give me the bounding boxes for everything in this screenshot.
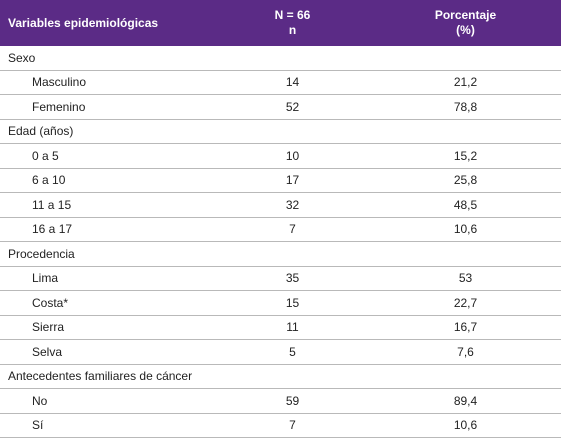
item-percent: 16,7 bbox=[370, 315, 561, 340]
header-cell: Porcentaje (%) bbox=[370, 0, 561, 46]
item-row: Costa* 15 22,7 bbox=[0, 290, 561, 316]
item-percent: 21,2 bbox=[370, 70, 561, 95]
section-label: Antecedentes familiares de cáncer bbox=[0, 364, 561, 389]
item-count: 10 bbox=[215, 143, 370, 169]
item-percent: 15,2 bbox=[370, 143, 561, 169]
item-row: 11 a 15 32 48,5 bbox=[0, 192, 561, 218]
item-row: Selva 5 7,6 bbox=[0, 339, 561, 365]
item-row: 16 a 17 7 10,6 bbox=[0, 217, 561, 242]
item-percent: 25,8 bbox=[370, 168, 561, 193]
item-label: No bbox=[0, 388, 215, 414]
item-row: No 59 89,4 bbox=[0, 388, 561, 414]
item-label: Lima bbox=[0, 266, 215, 291]
section-label: Sexo bbox=[0, 46, 561, 71]
item-count: 52 bbox=[215, 94, 370, 120]
item-count: 32 bbox=[215, 192, 370, 218]
item-percent: 78,8 bbox=[370, 94, 561, 120]
header-line: n bbox=[288, 23, 297, 37]
item-percent: 7,6 bbox=[370, 339, 561, 365]
item-count: 5 bbox=[215, 339, 370, 365]
item-count: 59 bbox=[215, 388, 370, 414]
header-row: Variables epidemiológicas N = 66 n Porcen… bbox=[0, 0, 561, 46]
section-row: Edad (años) bbox=[0, 119, 561, 144]
item-count: 35 bbox=[215, 266, 370, 291]
item-row: 0 a 5 10 15,2 bbox=[0, 143, 561, 169]
item-count: 15 bbox=[215, 290, 370, 316]
item-label: Sí bbox=[0, 413, 215, 438]
header-cell: N = 66 n bbox=[215, 0, 370, 46]
item-label: 6 a 10 bbox=[0, 168, 215, 193]
header-line: (%) bbox=[456, 23, 475, 37]
item-count: 17 bbox=[215, 168, 370, 193]
item-label: Costa* bbox=[0, 290, 215, 316]
item-label: 16 a 17 bbox=[0, 217, 215, 242]
section-row: Sexo bbox=[0, 46, 561, 71]
table-body: Sexo Masculino 14 21,2 Femenino 52 78,8 Edad (a… bbox=[0, 46, 561, 438]
item-row: Sí 7 10,6 bbox=[0, 413, 561, 438]
item-percent: 53 bbox=[370, 266, 561, 291]
table-header: Variables epidemiológicas N = 66 n Porcen… bbox=[0, 0, 561, 46]
item-count: 14 bbox=[215, 70, 370, 95]
item-row: Femenino 52 78,8 bbox=[0, 94, 561, 120]
item-label: Femenino bbox=[0, 94, 215, 120]
header-line: N = 66 bbox=[274, 8, 311, 22]
item-label: Sierra bbox=[0, 315, 215, 340]
item-count: 11 bbox=[215, 315, 370, 340]
item-percent: 89,4 bbox=[370, 388, 561, 414]
header-cell: Variables epidemiológicas bbox=[0, 0, 215, 46]
item-row: Masculino 14 21,2 bbox=[0, 70, 561, 95]
section-row: Antecedentes familiares de cáncer bbox=[0, 364, 561, 389]
item-percent: 10,6 bbox=[370, 413, 561, 438]
item-label: Selva bbox=[0, 339, 215, 365]
item-row: Lima 35 53 bbox=[0, 266, 561, 291]
item-label: 0 a 5 bbox=[0, 143, 215, 169]
item-row: Sierra 11 16,7 bbox=[0, 315, 561, 340]
section-label: Edad (años) bbox=[0, 119, 561, 144]
item-label: Masculino bbox=[0, 70, 215, 95]
header-line: Porcentaje bbox=[434, 8, 497, 22]
section-row: Procedencia bbox=[0, 241, 561, 267]
item-row: 6 a 10 17 25,8 bbox=[0, 168, 561, 193]
item-count: 7 bbox=[215, 413, 370, 438]
item-percent: 10,6 bbox=[370, 217, 561, 242]
item-percent: 22,7 bbox=[370, 290, 561, 316]
item-label: 11 a 15 bbox=[0, 192, 215, 218]
item-percent: 48,5 bbox=[370, 192, 561, 218]
section-label: Procedencia bbox=[0, 241, 561, 267]
item-count: 7 bbox=[215, 217, 370, 242]
